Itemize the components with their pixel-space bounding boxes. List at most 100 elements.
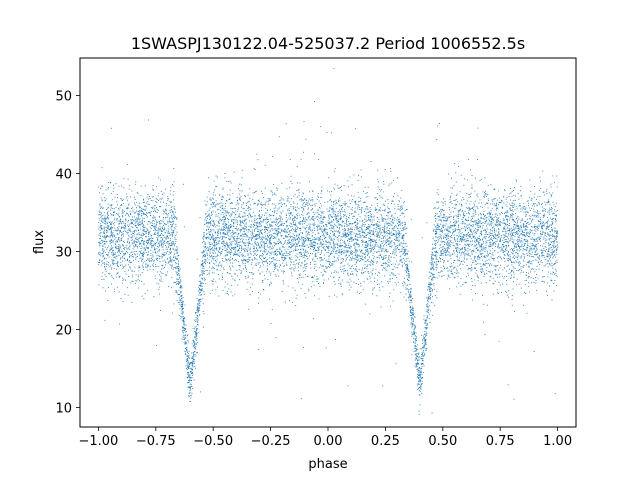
data-point	[423, 318, 425, 320]
data-point	[113, 219, 115, 221]
data-point	[320, 272, 322, 274]
data-point	[432, 238, 434, 240]
data-point	[152, 220, 153, 222]
data-point	[459, 238, 461, 240]
data-point	[126, 164, 128, 165]
data-point	[489, 244, 491, 246]
data-point	[229, 244, 231, 246]
data-point	[274, 259, 276, 261]
data-point	[312, 277, 314, 279]
data-point	[526, 261, 528, 263]
data-point	[216, 224, 218, 226]
data-point	[469, 194, 471, 196]
data-point	[514, 195, 516, 197]
data-point	[250, 272, 252, 273]
data-point	[387, 199, 389, 200]
data-point	[466, 179, 468, 181]
data-point	[448, 231, 450, 232]
data-point	[463, 222, 465, 224]
data-point	[139, 280, 140, 282]
data-point	[203, 279, 205, 281]
data-point	[150, 240, 152, 242]
data-point	[161, 255, 163, 257]
data-point	[520, 266, 522, 268]
data-point	[282, 198, 284, 200]
data-point	[207, 236, 209, 238]
data-point	[436, 201, 438, 203]
data-point	[246, 235, 248, 237]
data-point	[116, 241, 118, 242]
data-point	[338, 230, 340, 232]
data-point	[496, 219, 498, 221]
data-point	[401, 205, 403, 207]
data-point	[173, 243, 175, 245]
data-point	[165, 210, 167, 212]
data-point	[424, 340, 426, 342]
data-point	[116, 255, 118, 257]
data-point	[387, 222, 389, 224]
data-point	[337, 257, 339, 259]
data-point	[537, 215, 539, 217]
data-point	[525, 207, 527, 209]
data-point	[353, 174, 355, 176]
data-point	[270, 190, 272, 192]
data-point	[277, 219, 279, 221]
data-point	[154, 251, 156, 253]
data-point	[104, 274, 106, 276]
data-point	[116, 264, 118, 266]
data-point	[276, 212, 278, 214]
data-point	[389, 253, 391, 254]
data-point	[120, 198, 122, 199]
data-point	[539, 219, 541, 221]
data-point	[147, 242, 149, 244]
data-point	[170, 245, 172, 246]
data-point	[317, 252, 319, 254]
data-point	[451, 177, 452, 179]
data-point	[506, 252, 508, 254]
data-point	[470, 230, 472, 232]
data-point	[194, 353, 196, 355]
data-point	[239, 266, 241, 268]
data-point	[459, 209, 461, 211]
data-point	[523, 249, 525, 251]
data-point	[123, 241, 124, 242]
data-point	[291, 229, 292, 231]
data-point	[282, 253, 284, 255]
data-point	[226, 242, 228, 244]
data-point	[394, 213, 396, 214]
data-point	[118, 244, 120, 245]
data-point	[261, 239, 263, 241]
data-point	[484, 264, 486, 266]
data-point	[121, 226, 123, 228]
data-point	[221, 241, 223, 243]
data-point	[503, 245, 504, 247]
data-point	[371, 274, 373, 276]
data-point	[430, 263, 432, 265]
data-point	[153, 226, 155, 228]
data-point	[167, 246, 169, 248]
data-point	[368, 218, 369, 220]
data-point	[530, 247, 532, 249]
data-point	[109, 236, 111, 238]
data-point	[337, 184, 339, 186]
data-point	[521, 233, 523, 235]
data-point	[447, 274, 449, 276]
data-point	[164, 240, 166, 242]
data-point	[439, 236, 441, 238]
data-point	[505, 249, 506, 250]
data-point	[101, 275, 103, 277]
data-point	[213, 242, 215, 244]
data-point	[132, 276, 134, 278]
data-point	[228, 231, 230, 233]
data-point	[129, 260, 131, 261]
data-point	[222, 267, 224, 269]
data-point	[261, 216, 263, 218]
data-point	[455, 243, 457, 245]
data-point	[237, 211, 239, 212]
data-point	[476, 229, 478, 231]
data-point	[245, 205, 247, 206]
data-point	[450, 242, 452, 244]
data-point	[114, 222, 116, 224]
data-point	[198, 294, 200, 296]
data-point	[504, 239, 506, 240]
